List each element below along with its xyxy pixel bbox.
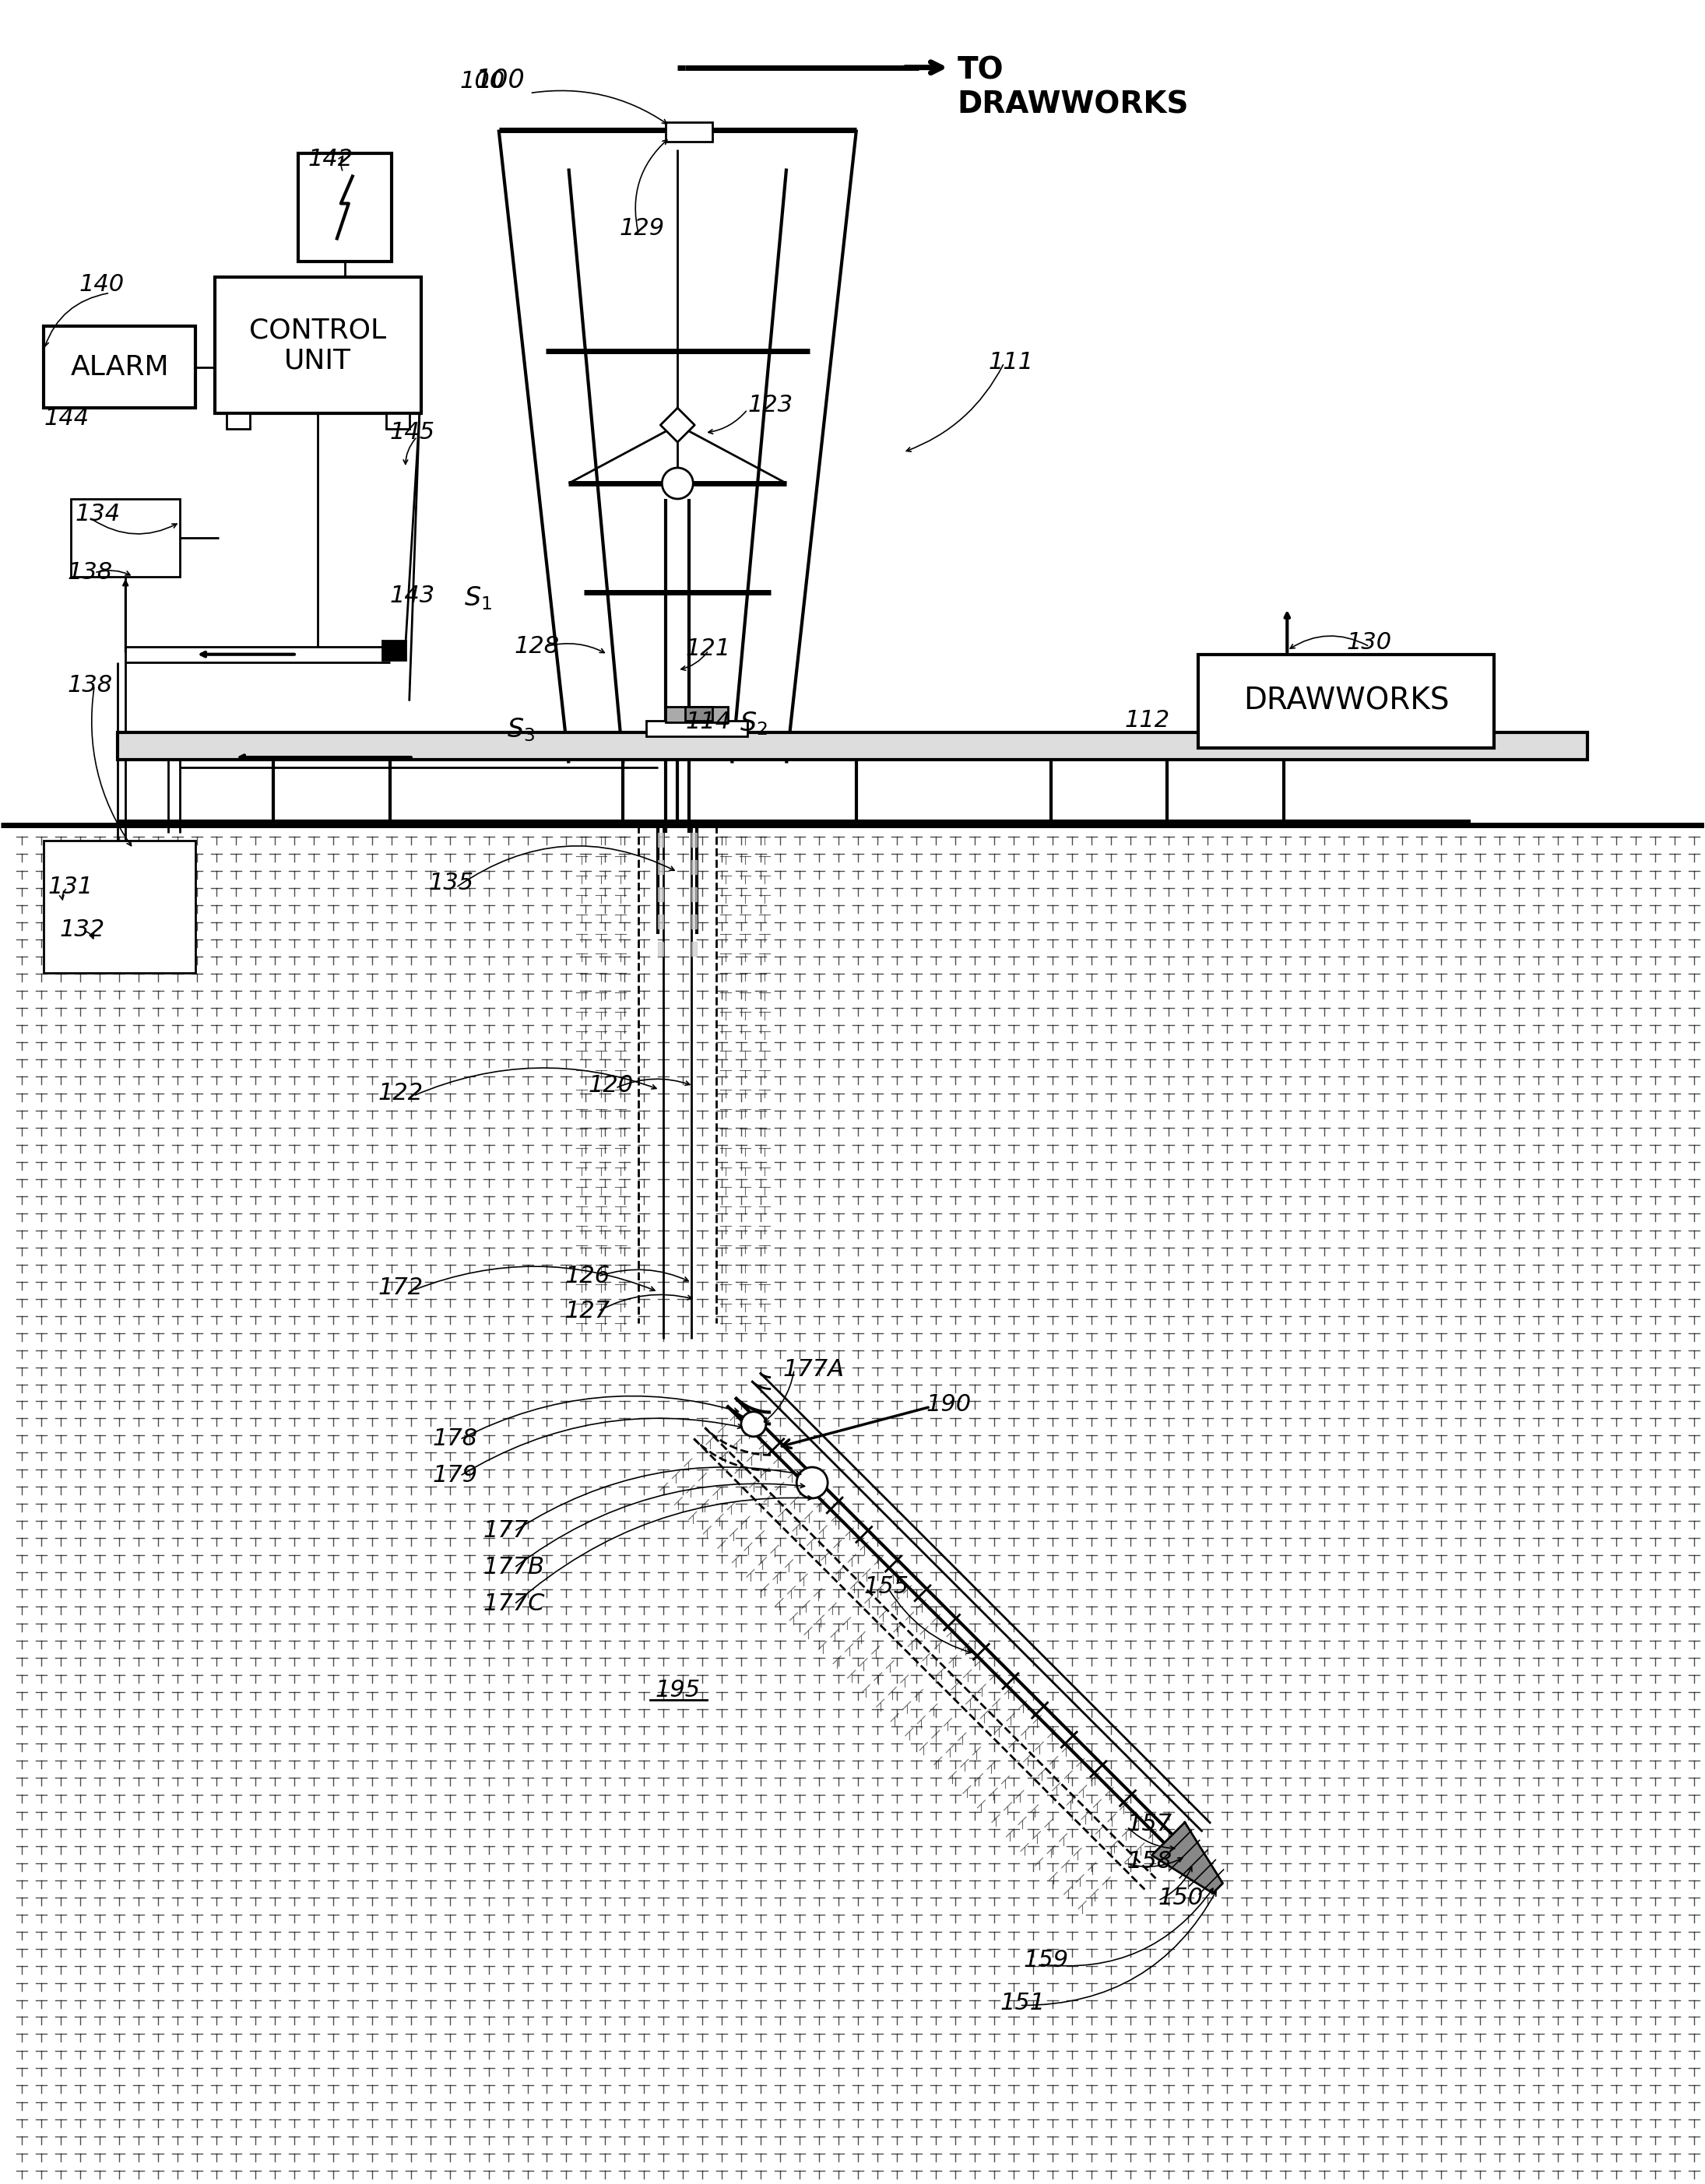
Text: DRAWWORKS: DRAWWORKS — [1243, 686, 1449, 716]
Text: 100: 100 — [460, 70, 505, 92]
Text: 122: 122 — [379, 1081, 423, 1105]
Text: 111: 111 — [989, 352, 1033, 373]
Text: 134: 134 — [75, 502, 119, 526]
Text: 121: 121 — [685, 638, 730, 660]
Text: 138: 138 — [66, 675, 113, 697]
Text: 151: 151 — [1001, 1992, 1045, 2014]
Text: 190: 190 — [926, 1393, 972, 1415]
Bar — [298, 153, 392, 262]
Text: 177: 177 — [483, 1520, 529, 1542]
Text: 140: 140 — [78, 273, 124, 297]
Text: 100: 100 — [476, 68, 525, 94]
Text: 132: 132 — [60, 919, 104, 941]
Text: 128: 128 — [515, 636, 559, 657]
Bar — [44, 325, 196, 408]
Text: 178: 178 — [433, 1428, 477, 1450]
Text: 143: 143 — [390, 585, 435, 607]
Text: 155: 155 — [864, 1575, 909, 1599]
Text: 112: 112 — [1125, 710, 1170, 732]
Text: 120: 120 — [588, 1075, 633, 1096]
Text: ALARM: ALARM — [70, 354, 169, 380]
Text: 159: 159 — [1023, 1948, 1069, 1972]
Circle shape — [662, 467, 694, 498]
Bar — [1199, 655, 1494, 747]
Text: $S_3$: $S_3$ — [506, 716, 535, 743]
Circle shape — [742, 1411, 766, 1437]
Text: 145: 145 — [390, 422, 435, 443]
Bar — [44, 841, 196, 974]
Bar — [667, 705, 728, 723]
Text: 131: 131 — [48, 876, 94, 898]
Text: 177C: 177C — [483, 1592, 546, 1616]
Text: CONTROL
UNIT: CONTROL UNIT — [249, 317, 387, 373]
Bar — [227, 413, 251, 428]
Text: 150: 150 — [1158, 1887, 1204, 1909]
Text: 172: 172 — [379, 1275, 423, 1299]
Polygon shape — [658, 832, 663, 847]
Text: 142: 142 — [309, 149, 353, 170]
Polygon shape — [692, 915, 697, 928]
Bar — [385, 413, 409, 428]
Bar — [2, 2, 1703, 826]
Text: 144: 144 — [44, 406, 89, 430]
Bar — [685, 705, 713, 721]
Text: 129: 129 — [619, 218, 665, 240]
Text: 179: 179 — [433, 1463, 477, 1487]
Text: 123: 123 — [747, 393, 793, 417]
Polygon shape — [658, 887, 663, 902]
Text: 195: 195 — [655, 1679, 701, 1701]
Bar — [646, 721, 747, 736]
Polygon shape — [1153, 1821, 1222, 1894]
Text: TO
DRAWWORKS: TO DRAWWORKS — [958, 57, 1188, 120]
Bar — [2, 826, 1703, 2182]
Polygon shape — [658, 860, 663, 874]
Text: 158: 158 — [1127, 1850, 1173, 1872]
Text: 135: 135 — [428, 871, 474, 895]
Text: $S_2$: $S_2$ — [740, 710, 767, 738]
Text: 138: 138 — [66, 561, 113, 583]
Polygon shape — [692, 887, 697, 902]
Polygon shape — [692, 941, 697, 957]
Text: 177A: 177A — [783, 1358, 844, 1380]
Polygon shape — [692, 860, 697, 874]
Text: 126: 126 — [564, 1265, 610, 1286]
Text: $S_1$: $S_1$ — [464, 585, 491, 612]
Text: 130: 130 — [1347, 631, 1391, 653]
Circle shape — [796, 1468, 827, 1498]
Text: 157: 157 — [1127, 1813, 1173, 1835]
Bar — [72, 498, 181, 577]
Text: 127: 127 — [564, 1299, 610, 1321]
Polygon shape — [660, 408, 694, 441]
Polygon shape — [658, 915, 663, 928]
Bar — [667, 122, 713, 142]
Text: 177B: 177B — [483, 1555, 544, 1579]
Polygon shape — [692, 832, 697, 847]
Bar — [382, 640, 406, 660]
Text: 114: 114 — [685, 710, 730, 734]
Polygon shape — [658, 941, 663, 957]
Bar — [215, 277, 421, 413]
Bar — [118, 732, 1587, 760]
